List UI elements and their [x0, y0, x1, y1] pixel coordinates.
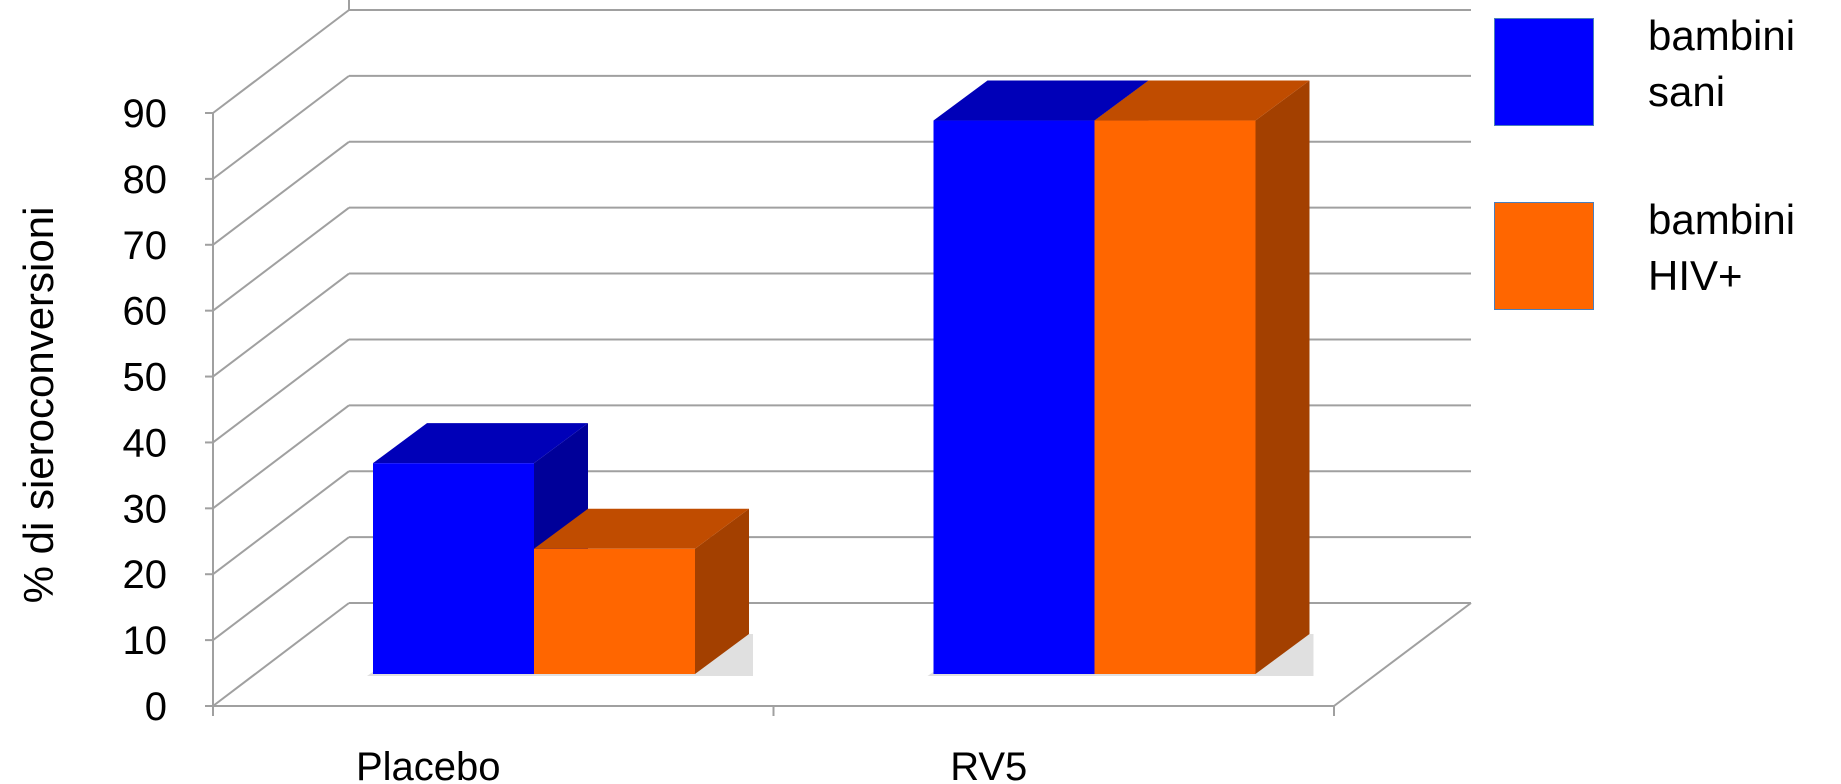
legend-swatch-bambini-hiv — [1494, 202, 1594, 310]
gridline-diagonal — [212, 338, 350, 444]
gridline-diagonal — [212, 602, 350, 707]
legend-label-bambini-sani: bambini sani — [1648, 12, 1796, 115]
gridline-diagonal — [212, 470, 350, 576]
y-tick-label: 20 — [123, 553, 168, 597]
bar-front — [1094, 120, 1256, 675]
gridline-diagonal — [212, 404, 350, 510]
gridline-diagonal — [212, 206, 350, 312]
bar-top — [1094, 80, 1310, 121]
bar-front — [373, 463, 534, 674]
legend-item-bambini-sani: bambini sani — [1494, 12, 1834, 198]
floor-right-edge — [1333, 602, 1472, 707]
x-tick-label: Placebo — [356, 745, 501, 784]
bar-front — [534, 548, 695, 674]
legend: bambini sani bambini HIV+ — [1494, 12, 1834, 382]
bar-top — [933, 80, 1149, 121]
tick-labels: 0 10 20 30 40 50 60 70 80 90 Placebo RV5 — [123, 92, 1028, 784]
gridline-diagonal — [212, 9, 350, 114]
legend-item-bambini-hiv: bambini HIV+ — [1494, 196, 1834, 382]
y-tick-label: 80 — [123, 158, 168, 202]
legend-label-bambini-hiv: bambini HIV+ — [1648, 196, 1796, 299]
bar-front — [933, 120, 1095, 675]
bar-side — [1255, 80, 1310, 675]
bar-top — [373, 423, 588, 464]
bar-side — [695, 508, 749, 674]
y-tick-label: 30 — [123, 487, 168, 531]
bars — [367, 80, 1314, 676]
y-tick-label: 50 — [123, 356, 168, 400]
y-tick-label: 10 — [123, 619, 168, 663]
gridline-diagonal — [212, 140, 350, 246]
y-tick-label: 70 — [123, 224, 168, 268]
gridline-diagonal — [212, 75, 350, 180]
y-tick-label: 90 — [123, 92, 168, 136]
y-tick-label: 60 — [123, 290, 168, 334]
gridline-diagonal — [212, 536, 350, 641]
gridline-diagonal — [212, 272, 350, 378]
y-tick-label: 40 — [123, 421, 168, 465]
legend-swatch-bambini-sani — [1494, 18, 1594, 126]
bar-top — [534, 508, 749, 549]
y-axis-title: % di sieroconversioni — [15, 207, 62, 604]
y-tick-label: 0 — [145, 685, 167, 729]
x-tick-label: RV5 — [950, 745, 1027, 784]
axes — [205, 112, 1472, 716]
